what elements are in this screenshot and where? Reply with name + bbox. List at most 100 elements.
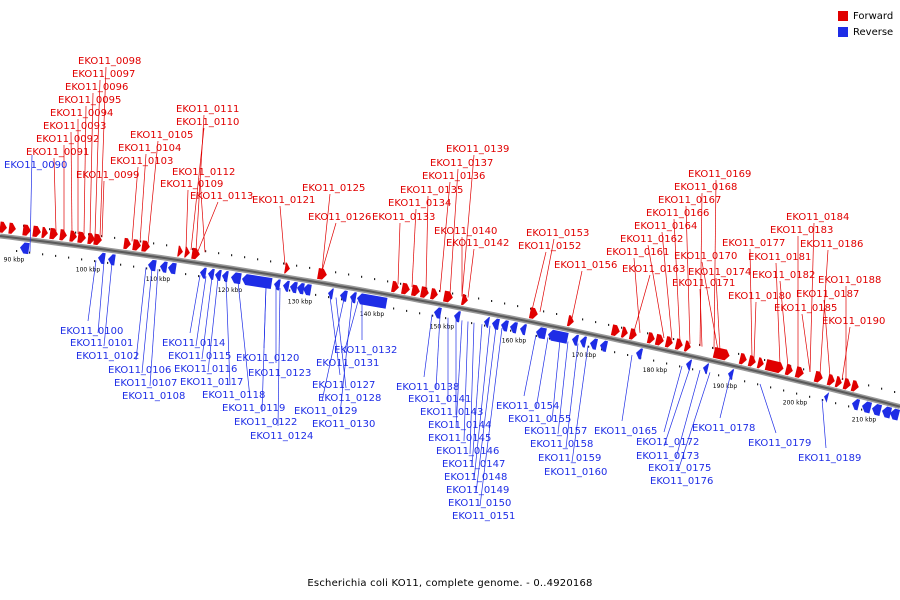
reverse-gene-label: EKO11_0116: [174, 364, 237, 375]
forward-gene-arrow: [712, 346, 730, 361]
reverse-leader-line: [677, 372, 711, 472]
reverse-leader-line: [423, 314, 433, 378]
strand-dot: [101, 235, 103, 238]
strand-dot: [133, 265, 135, 268]
reverse-gene-arrow: [297, 283, 305, 295]
reverse-gene-arrow: [20, 242, 30, 255]
reverse-leader-line: [551, 339, 561, 422]
forward-leader-line: [94, 79, 101, 237]
forward-gene-label: EKO11_0171: [672, 278, 735, 289]
reverse-leader-line: [469, 322, 475, 455]
genome-caption: Escherichia coli KO11, complete genome. …: [307, 578, 593, 589]
strand-dot: [114, 236, 116, 239]
tick-label: 100 kbp: [76, 266, 101, 273]
forward-gene-label: EKO11_0184: [786, 212, 849, 223]
reverse-gene-arrow: [208, 268, 215, 280]
strand-dot: [595, 321, 597, 324]
strand-dot: [374, 278, 376, 281]
strand-dot: [842, 377, 844, 380]
forward-leader-line: [841, 326, 851, 380]
forward-leader-line: [809, 222, 815, 373]
reverse-gene-arrow: [852, 399, 861, 411]
forward-leader-line: [571, 270, 583, 319]
tick-label: 150 kbp: [430, 324, 455, 331]
forward-leader-line: [131, 166, 139, 242]
forward-leader-line: [83, 105, 87, 235]
forward-gene-label: EKO11_0121: [252, 195, 315, 206]
strand-dot: [510, 329, 512, 332]
reverse-leader-line: [207, 278, 219, 373]
tick-label: 90 kbp: [4, 257, 25, 264]
strand-dot: [387, 280, 389, 283]
strand-dot: [653, 359, 655, 362]
reverse-gene-label: EKO11_0122: [234, 417, 297, 428]
forward-gene-arrow: [528, 307, 538, 319]
reverse-gene-label: EKO11_0129: [294, 406, 357, 417]
strand-dot: [712, 346, 714, 349]
forward-leader-line: [753, 301, 757, 359]
forward-leader-line: [715, 277, 721, 351]
forward-gene-label: EKO11_0109: [160, 179, 223, 190]
forward-gene-label: EKO11_0098: [78, 56, 141, 67]
reverse-gene-arrow: [357, 293, 388, 309]
forward-gene-label: EKO11_0166: [646, 208, 709, 219]
tick-label: 110 kbp: [146, 276, 171, 283]
reverse-gene-arrow: [484, 316, 490, 328]
reverse-gene-label: EKO11_0144: [428, 420, 491, 431]
forward-gene-label: EKO11_0112: [172, 167, 235, 178]
reverse-gene-label: EKO11_0148: [444, 472, 507, 483]
strand-dot: [666, 362, 668, 365]
reverse-gene-arrow: [215, 269, 222, 282]
forward-gene-label: EKO11_0180: [728, 291, 791, 302]
reverse-gene-arrow: [222, 270, 229, 283]
reverse-gene-label: EKO11_0138: [396, 382, 459, 393]
forward-gene-label: EKO11_0097: [72, 69, 135, 80]
forward-gene-label: EKO11_0091: [26, 147, 89, 158]
strand-dot: [556, 313, 558, 315]
forward-leader-line: [819, 249, 829, 375]
reverse-leader-line: [759, 383, 777, 434]
reverse-gene-label: EKO11_0189: [798, 453, 861, 464]
reverse-gene-arrow: [200, 267, 207, 279]
forward-gene-label: EKO11_0190: [822, 316, 885, 327]
forward-leader-line: [70, 131, 73, 234]
reverse-leader-line: [339, 300, 353, 415]
strand-dot: [270, 260, 272, 263]
reverse-gene-label: EKO11_0130: [312, 419, 375, 430]
forward-gene-arrow: [419, 286, 429, 298]
forward-gene-label: EKO11_0096: [65, 82, 128, 93]
strand-dot: [627, 354, 629, 356]
forward-gene-label: EKO11_0137: [430, 158, 493, 169]
forward-gene-arrow: [401, 282, 410, 295]
reverse-gene-label: EKO11_0145: [428, 433, 491, 444]
forward-gene-arrow: [49, 227, 58, 240]
reverse-gene-label: EKO11_0108: [122, 391, 185, 402]
reverse-gene-label: EKO11_0146: [436, 446, 499, 457]
forward-gene-arrow: [747, 355, 756, 367]
reverse-gene-arrow: [580, 336, 587, 348]
legend-forward: Forward: [838, 8, 893, 24]
reverse-leader-line: [237, 281, 251, 399]
forward-gene-label: EKO11_0169: [688, 169, 751, 180]
forward-gene-arrow: [834, 376, 842, 388]
reverse-leader-line: [343, 301, 359, 354]
reverse-gene-arrow: [328, 288, 334, 300]
reverse-gene-arrow: [148, 259, 157, 272]
strand-dot: [757, 383, 759, 386]
reverse-gene-label: EKO11_0154: [496, 401, 559, 412]
forward-leader-line: [633, 274, 651, 332]
forward-leader-line: [779, 280, 789, 367]
reverse-gene-label: EKO11_0141: [408, 394, 471, 405]
reverse-gene-label: EKO11_0158: [530, 439, 593, 450]
strand-dot: [679, 365, 681, 368]
reverse-leader-line: [479, 328, 503, 507]
strand-dot: [601, 348, 603, 351]
forward-gene-arrow: [191, 247, 200, 260]
strand-dot: [738, 352, 740, 355]
reverse-gene-label: EKO11_0117: [180, 377, 243, 388]
strand-dot: [341, 298, 343, 301]
strand-dot: [868, 384, 870, 387]
reverse-gene-label: EKO11_0173: [636, 451, 699, 462]
forward-leader-line: [190, 127, 205, 251]
strand-dot: [348, 273, 350, 276]
